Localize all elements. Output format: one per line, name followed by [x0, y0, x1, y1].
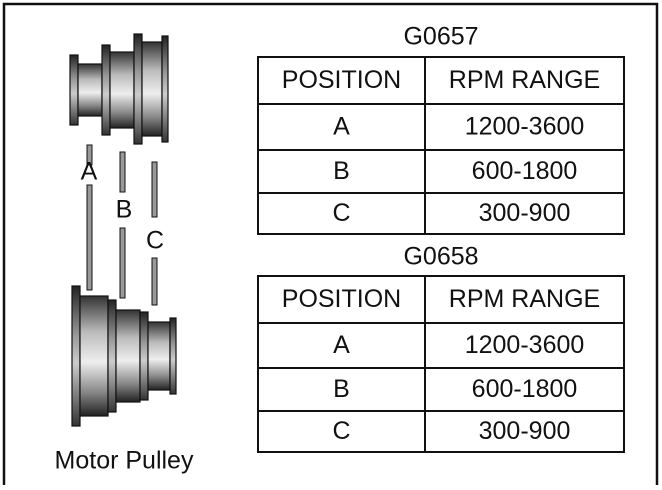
- table-cell: 600-1800: [472, 157, 578, 185]
- belts: [86, 144, 158, 306]
- table-cell: 1200-3600: [465, 331, 585, 359]
- column-header: POSITION: [282, 66, 401, 94]
- table-cell: 600-1800: [472, 375, 578, 403]
- belt-label: A: [81, 158, 98, 186]
- column-header: POSITION: [282, 285, 401, 313]
- table-title: G0657: [403, 23, 478, 51]
- belt-label: B: [116, 196, 133, 224]
- caption: Motor Pulley: [55, 447, 194, 475]
- table-cell: 300-900: [479, 199, 571, 227]
- table-cell: A: [333, 113, 350, 141]
- motor-pulley: [71, 285, 177, 427]
- top-pulley: [69, 33, 169, 145]
- table-cell: A: [333, 331, 350, 359]
- table-cell: B: [333, 375, 350, 403]
- column-header: RPM RANGE: [449, 66, 600, 94]
- table-cell: B: [333, 157, 350, 185]
- column-header: RPM RANGE: [449, 285, 600, 313]
- frame: [2, 2, 659, 485]
- table-title: G0658: [403, 243, 478, 271]
- table-cell: C: [332, 417, 350, 445]
- table-cell: C: [332, 199, 350, 227]
- table-border: [257, 275, 625, 453]
- belt-label: C: [146, 227, 164, 255]
- table-cell: 1200-3600: [465, 113, 585, 141]
- table-cell: 300-900: [479, 417, 571, 445]
- table-border: [257, 56, 625, 235]
